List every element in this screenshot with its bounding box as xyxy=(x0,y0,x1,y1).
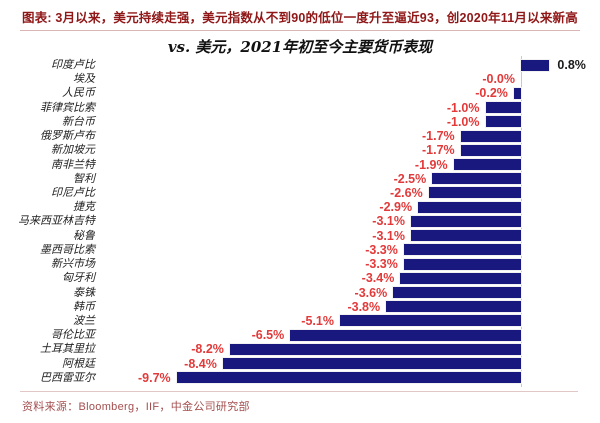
bar-row: 新台币 -1.0% xyxy=(0,115,600,129)
value-label: -3.4% xyxy=(361,271,395,286)
bar-row: 波兰 -5.1% xyxy=(0,314,600,328)
bar-row: 匈牙利 -3.4% xyxy=(0,271,600,285)
category-label: 南非兰特 xyxy=(51,157,95,171)
category-label: 马来西亚林吉特 xyxy=(18,214,95,228)
category-label: 俄罗斯卢布 xyxy=(40,129,95,143)
bar-row: 哥伦比亚 -6.5% xyxy=(0,328,600,342)
bar-row: 菲律宾比索 -1.0% xyxy=(0,101,600,115)
bar-row: 俄罗斯卢布 -1.7% xyxy=(0,129,600,143)
bar-row: 韩币 -3.8% xyxy=(0,300,600,314)
bar-row: 印尼卢比 -2.6% xyxy=(0,186,600,200)
value-label: -0.0% xyxy=(482,72,515,87)
value-label: 0.8% xyxy=(557,58,586,72)
value-label: -3.8% xyxy=(347,299,381,314)
bar-row: 泰铢 -3.6% xyxy=(0,286,600,300)
value-label: -3.1% xyxy=(372,214,405,229)
bar-row: 埃及 -0.0% xyxy=(0,72,600,86)
bar-row: 南非兰特 -1.9% xyxy=(0,158,600,172)
value-label: -3.6% xyxy=(354,285,388,300)
category-label: 匈牙利 xyxy=(62,271,95,285)
bar xyxy=(402,243,522,257)
value-label: -1.0% xyxy=(446,100,480,115)
category-label: 新兴市场 xyxy=(51,257,95,271)
value-label: -2.5% xyxy=(393,171,427,186)
footer-divider xyxy=(20,391,578,392)
bar-row: 秘鲁 -3.1% xyxy=(0,229,600,243)
bar xyxy=(402,257,522,271)
value-label: -2.9% xyxy=(379,200,413,215)
value-label: -9.7% xyxy=(138,370,171,385)
category-label: 哥伦比亚 xyxy=(51,328,95,342)
bar xyxy=(512,86,522,100)
bar xyxy=(385,300,522,314)
category-label: 巴西雷亚尔 xyxy=(40,370,95,384)
figure-caption: 图表: 3月以来，美元持续走强，美元指数从不到90的低位一度升至逼近93，创20… xyxy=(22,11,578,25)
category-label: 埃及 xyxy=(73,72,95,86)
bar xyxy=(175,371,522,385)
bar xyxy=(338,314,522,328)
category-label: 泰铢 xyxy=(73,285,95,299)
value-label: -6.5% xyxy=(251,328,285,343)
category-label: 人民币 xyxy=(62,86,95,100)
value-label: -2.6% xyxy=(390,185,423,200)
value-label: -8.2% xyxy=(191,342,224,357)
bar-row: 巴西雷亚尔 -9.7% xyxy=(0,371,600,385)
value-label: -3.3% xyxy=(365,257,398,272)
value-label: -3.3% xyxy=(365,242,398,257)
category-label: 印尼卢比 xyxy=(51,185,95,199)
category-label: 菲律宾比索 xyxy=(40,100,95,114)
bar-row: 智利 -2.5% xyxy=(0,172,600,186)
bar-row: 印度卢比 0.8% xyxy=(0,58,600,72)
category-label: 阿根廷 xyxy=(62,356,95,370)
value-label: -1.7% xyxy=(422,129,455,144)
caption-divider xyxy=(20,30,580,31)
bar xyxy=(431,172,522,186)
category-label: 新加坡元 xyxy=(51,143,95,157)
value-label: -1.9% xyxy=(414,157,448,172)
bar xyxy=(427,186,522,200)
value-label: -5.1% xyxy=(301,313,334,328)
bar-row: 新加坡元 -1.7% xyxy=(0,143,600,157)
bar xyxy=(459,143,522,157)
category-label: 土耳其里拉 xyxy=(40,342,95,356)
bar xyxy=(417,200,522,214)
bar xyxy=(289,328,522,342)
bar-row: 马来西亚林吉特 -3.1% xyxy=(0,214,600,228)
bar xyxy=(459,129,522,143)
category-label: 印度卢比 xyxy=(51,58,95,71)
bar xyxy=(520,58,551,72)
value-label: -0.2% xyxy=(475,86,508,101)
bar xyxy=(484,115,522,129)
value-label: -1.0% xyxy=(446,114,480,129)
category-label: 波兰 xyxy=(73,313,95,327)
bar-row: 墨西哥比索 -3.3% xyxy=(0,243,600,257)
value-label: -8.4% xyxy=(184,356,217,371)
bar xyxy=(484,101,522,115)
bar-row: 人民币 -0.2% xyxy=(0,86,600,100)
value-label: -3.1% xyxy=(372,228,405,243)
category-label: 智利 xyxy=(73,171,95,185)
bar xyxy=(409,229,522,243)
bar xyxy=(228,342,522,356)
category-label: 捷克 xyxy=(73,200,95,214)
bar xyxy=(392,286,522,299)
category-label: 新台币 xyxy=(62,114,95,128)
bar-row: 阿根廷 -8.4% xyxy=(0,357,600,371)
chart-title: vs. 美元，2021年初至今主要货币表现 xyxy=(167,38,433,56)
category-label: 秘鲁 xyxy=(73,228,95,242)
category-label: 墨西哥比索 xyxy=(40,242,95,256)
bar-row: 新兴市场 -3.3% xyxy=(0,257,600,271)
bar xyxy=(409,214,522,228)
bar xyxy=(452,158,522,172)
bar xyxy=(221,357,522,371)
bar-row: 捷克 -2.9% xyxy=(0,200,600,214)
bar xyxy=(399,271,522,285)
source-note: 资料来源：Bloomberg，IIF，中金公司研究部 xyxy=(22,401,250,413)
bar-chart-plot-area: 印度卢比 0.8% 埃及 -0.0% 人民币 -0.2% 菲律宾比索 -1.0% 新台币 -1.0… xyxy=(0,56,600,388)
category-label: 韩币 xyxy=(73,299,95,313)
bar-row: 土耳其里拉 -8.2% xyxy=(0,342,600,356)
value-label: -1.7% xyxy=(422,143,455,158)
